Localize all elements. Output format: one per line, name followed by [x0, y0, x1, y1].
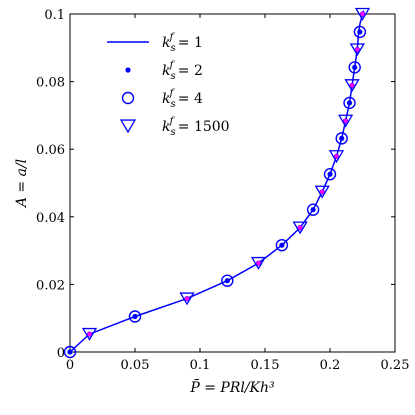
x-tick-label: 0 [66, 358, 74, 373]
triangle-point-center [349, 83, 355, 88]
circle-point [306, 203, 320, 216]
dot-point [327, 171, 333, 177]
dot-point [67, 349, 73, 355]
plot-area [69, 13, 396, 353]
triangle-point [81, 327, 98, 341]
triangle-point-center [320, 189, 325, 194]
legend-dot-swatch [125, 67, 131, 73]
triangle-point [344, 79, 360, 93]
circle-point [348, 61, 361, 74]
dot-point [132, 313, 138, 320]
series-layer [63, 7, 371, 359]
triangle-point-center [355, 47, 360, 52]
x-tick-label: 0.2 [320, 358, 341, 373]
legend-entry: ksf = 2 [125, 60, 203, 82]
legend-entry: ksf = 1500 [119, 116, 230, 138]
triangle-point-center [334, 154, 339, 159]
y-axis-title: A = a/l [14, 159, 30, 209]
x-axis-title: P̄ = PRl/Kh³ [189, 378, 275, 396]
x-tick-label: 0.25 [381, 358, 410, 373]
triangle-point-center [343, 118, 348, 124]
triangle-point [337, 114, 354, 128]
legend-label: ksf = 1 [162, 32, 203, 54]
legend-label: ksf = 1500 [162, 116, 230, 138]
y-tick-label: 0.02 [36, 278, 65, 293]
circle-point [323, 168, 337, 181]
triangle-point [349, 43, 365, 57]
circle-point [353, 25, 367, 39]
y-tick-label: 0.1 [44, 8, 65, 23]
circle-point [335, 132, 348, 145]
series-circle [63, 25, 367, 359]
series-line [69, 10, 365, 353]
plot-frame [69, 13, 396, 353]
y-tick-label: 0.08 [36, 76, 65, 91]
legend-triangle-swatch [119, 119, 137, 134]
x-tick-label: 0.1 [190, 358, 211, 373]
circle-point [221, 274, 234, 287]
dot-point [310, 207, 316, 213]
circle-point [275, 238, 289, 252]
y-tick-label: 0.04 [36, 211, 65, 226]
legend-entry: ksf = 1 [107, 32, 203, 54]
series-triangle [81, 7, 371, 341]
legend-label: ksf = 4 [162, 88, 203, 110]
triangle-point-center [360, 11, 365, 17]
y-tick-label: 0 [57, 346, 65, 361]
triangle-point-center [87, 331, 92, 337]
dot-point [352, 64, 358, 71]
series-dot [67, 11, 366, 355]
triangle-point-center [256, 260, 261, 266]
circle-point [343, 96, 356, 110]
dot-point [339, 135, 345, 141]
triangle-point [179, 292, 195, 306]
triangle-point [250, 256, 267, 270]
dot-point [224, 278, 230, 284]
triangle-point [292, 221, 308, 235]
y-axis-ticks: 0 0.02 0.04 0.06 0.08 0.1 [36, 8, 395, 361]
x-tick-label: 0.05 [121, 358, 150, 373]
dot-point [357, 29, 363, 35]
triangle-point-center [297, 225, 303, 230]
dot-point [279, 242, 285, 248]
x-axis-ticks: 0 0.05 0.1 0.15 0.2 0.25 [66, 14, 410, 373]
triangle-point [328, 150, 345, 164]
legend-label: ksf = 2 [162, 60, 203, 82]
series-line [69, 10, 365, 353]
circle-point [63, 345, 77, 359]
legend-entry: ksf = 4 [121, 88, 203, 110]
triangle-point-center [184, 296, 190, 301]
circle-point [128, 310, 142, 323]
legend: ksf = 1 ksf = 2 ksf = 4 ksf = 1500 [107, 32, 230, 138]
triangle-point [314, 185, 330, 199]
dot-point [346, 100, 353, 106]
legend-circle-swatch [121, 91, 135, 105]
y-tick-label: 0.06 [36, 143, 65, 158]
triangle-point [354, 7, 371, 21]
x-tick-label: 0.15 [251, 358, 280, 373]
